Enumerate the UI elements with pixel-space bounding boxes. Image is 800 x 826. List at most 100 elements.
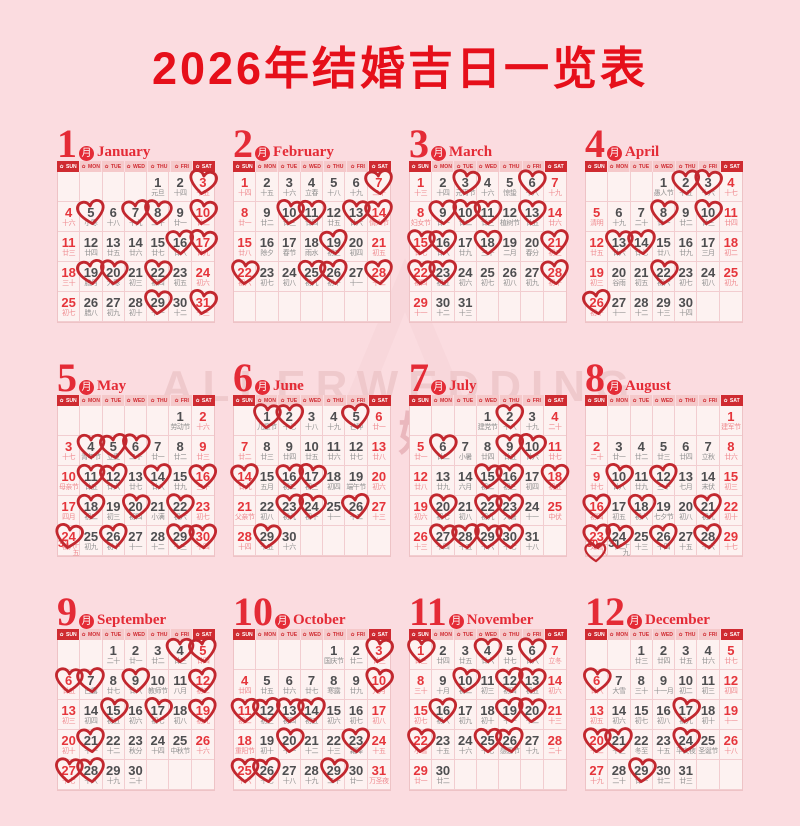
day-cell: 6 十九 (608, 202, 631, 232)
weekday-thu: ✿ THU (323, 629, 346, 640)
day-number: 19 (105, 499, 121, 514)
day-number: 15 (413, 703, 428, 718)
day-number: 17 (678, 703, 694, 718)
day-number: 12 (656, 469, 671, 484)
flower-icon: ✿ (257, 632, 262, 637)
day-number: 30 (195, 529, 211, 544)
weekday-label: FRI (532, 397, 541, 404)
day-cell: 27 十四 (429, 523, 458, 556)
flower-icon: ✿ (174, 164, 179, 169)
day-cell: 30 廿二 (432, 760, 455, 790)
day-number: 11 (723, 205, 738, 220)
weekday-mon: ✿ MON (255, 629, 278, 640)
weekday-label: SUN (241, 397, 253, 404)
lunar-label: 廿一 (349, 778, 364, 785)
day-cell: 20 十二 (518, 697, 548, 730)
day-cell: 28 十二 (147, 526, 170, 556)
weekday-label: FRI (180, 631, 189, 638)
lunar-label: 初二 (679, 688, 693, 695)
month-yue-badge: 月 (607, 146, 622, 161)
lunar-label: 十八 (327, 190, 341, 197)
lunar-label: 十五 (372, 748, 386, 755)
lunar-label: 清明 (590, 220, 604, 227)
day-cell: 3 十九 (521, 406, 544, 436)
day-number: 4 (483, 175, 492, 190)
day-cell (124, 406, 148, 436)
day-cell: 18 初十 (476, 700, 500, 730)
day-cell: 14 廿九 (230, 463, 259, 496)
day-number: 8 (263, 439, 271, 454)
day-number: 4 (727, 175, 735, 190)
day-grid: 1 建军节 2 二十 3 廿一 4 廿二 5 廿三 6 廿四 7 立秋 8 廿六 9 廿七 10 廿八 11 廿九 12 三十… (582, 406, 743, 563)
day-cell: 9 廿四 (278, 436, 301, 466)
lunar-label: 十八 (84, 778, 98, 785)
day-cell: 28 初十 (124, 292, 148, 322)
lunar-label: 廿二 (260, 220, 274, 227)
lunar-label: 中伏 (548, 514, 562, 521)
day-cell (697, 292, 720, 322)
day-cell: 14 末伏 (697, 466, 720, 496)
day-cell: 12 初四 (495, 666, 524, 700)
lunar-label: 廿五 (503, 454, 517, 461)
lunar-label: 十六 (480, 190, 495, 197)
lunar-label: 十五 (436, 748, 450, 755)
lunar-label: 十三 (634, 544, 649, 551)
lunar-label: 廿七 (590, 484, 604, 491)
day-cell: 27 十一 (345, 262, 368, 292)
day-cell: 30 十二 (169, 292, 192, 322)
day-cell (543, 292, 566, 322)
flower-icon: ✿ (104, 632, 109, 637)
weekday-header: ✿ SUN ✿ MON ✿ TUE ✿ WED ✿ THU ✿ FRI ✿ SAT (57, 629, 215, 640)
day-cell: 9 廿九 (345, 670, 368, 700)
lunar-label: 初三 (701, 688, 716, 695)
day-cell: 18 初二 (719, 232, 742, 262)
day-number: 9 (593, 469, 601, 484)
day-number: 2 (176, 175, 184, 190)
day-number: 25 (480, 265, 495, 280)
day-number: 17 (195, 235, 211, 250)
weekday-label: SUN (417, 163, 429, 170)
lunar-label: 初十 (62, 748, 76, 755)
day-cell: 27 初九 (521, 262, 544, 292)
lunar-label: 廿二 (634, 454, 649, 461)
lunar-label: 十九 (327, 424, 341, 431)
day-number: 29 (413, 295, 428, 310)
month-header: 6 月 June (233, 358, 391, 398)
day-cell: 15 廿七 (407, 229, 436, 262)
day-number: 14 (633, 235, 649, 250)
lunar-label: 廿六 (612, 250, 626, 257)
day-cell: 21 初三 (539, 229, 569, 262)
flower-icon: ✿ (195, 398, 200, 403)
day-cell: 7 立秋 (697, 436, 720, 466)
lunar-label: 初九 (304, 280, 319, 287)
weekday-label: MON (615, 631, 628, 638)
weekday-header: ✿ SUN ✿ MON ✿ TUE ✿ WED ✿ THU ✿ FRI ✿ SAT (409, 395, 567, 406)
weekday-thu: ✿ THU (675, 629, 698, 640)
day-cell (410, 406, 433, 436)
month-may: 5 月 May ✿ SUN ✿ MON ✿ TUE ✿ WED ✿ THU ✿ FRI ✿ SAT 1 劳动节 2 十六… (55, 358, 217, 557)
day-cell: 23 霜降 (341, 727, 371, 760)
weekday-label: THU (156, 163, 167, 170)
day-number: 9 (352, 673, 360, 688)
day-cell: 11 初三 (697, 670, 720, 700)
day-cell: 8 三十 (630, 670, 653, 700)
lunar-label: 初三 (128, 280, 143, 287)
day-number: 10 (700, 205, 716, 220)
day-number: 3 (704, 175, 712, 190)
flower-icon: ✿ (456, 632, 461, 637)
weekday-mon: ✿ MON (431, 395, 454, 406)
day-number: 5 (263, 673, 271, 688)
flower-icon: ✿ (702, 164, 707, 169)
day-number: 31 (195, 295, 211, 310)
lunar-label: 十五 (260, 544, 274, 551)
day-cell (345, 292, 368, 322)
lunar-label: 廿七 (128, 484, 143, 491)
flower-icon: ✿ (587, 632, 592, 637)
lunar-label: 十八 (600, 542, 608, 557)
day-number: 13 (678, 469, 694, 484)
flower-icon: ✿ (723, 632, 728, 637)
day-cell: 10 廿三 (694, 198, 724, 232)
day-number: 30 (656, 763, 671, 778)
flower-icon: ✿ (81, 164, 86, 169)
lunar-label: 建党节 (477, 424, 498, 431)
